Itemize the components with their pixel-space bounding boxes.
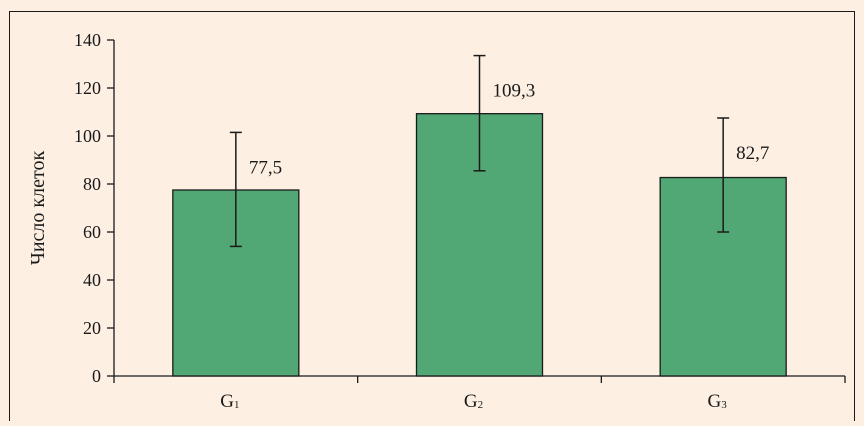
x-tick-label-g3: G3	[708, 391, 728, 412]
y-tick-label: 80	[83, 174, 101, 194]
x-tick-label-g2: G2	[464, 391, 483, 412]
y-tick-label: 140	[74, 30, 101, 50]
y-axis-title: Число клеток	[27, 151, 49, 266]
y-tick-label: 20	[83, 318, 101, 338]
data-label-g2: 109,3	[493, 81, 536, 102]
y-tick-label: 100	[74, 126, 101, 146]
y-tick-label: 60	[83, 222, 101, 242]
y-tick-label: 40	[83, 270, 101, 290]
y-tick-label: 120	[74, 78, 101, 98]
data-label-g3: 82,7	[736, 143, 769, 164]
data-label-g1: 77,5	[249, 157, 282, 178]
x-tick-label-g1: G1	[220, 391, 239, 412]
y-tick-label: 0	[92, 366, 101, 386]
